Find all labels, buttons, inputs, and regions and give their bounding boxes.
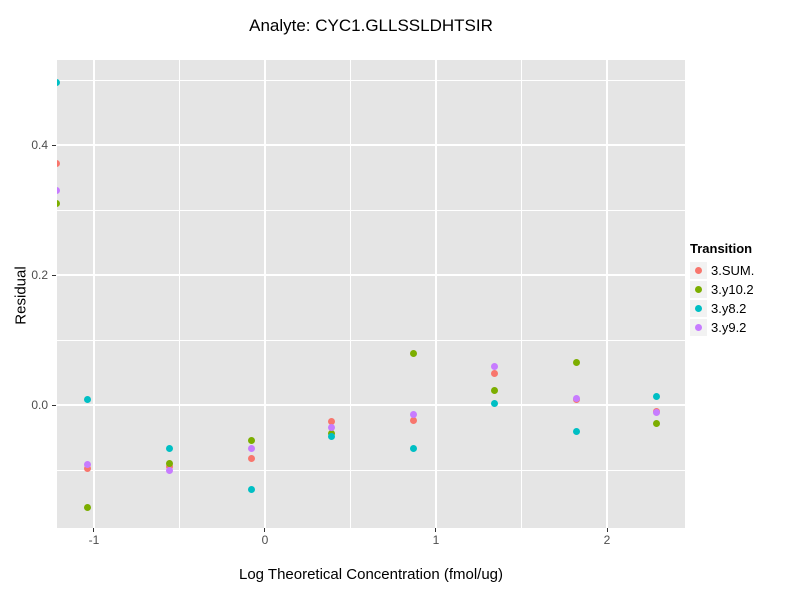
y-minor-gridline xyxy=(57,79,685,81)
data-point xyxy=(57,159,60,167)
data-point xyxy=(490,369,498,377)
data-point xyxy=(165,444,173,452)
data-point xyxy=(247,444,255,452)
data-point xyxy=(328,423,336,431)
data-point xyxy=(653,392,661,400)
data-point xyxy=(410,444,418,452)
legend-key-dot xyxy=(695,305,702,312)
x-axis-tick xyxy=(264,528,266,532)
y-minor-gridline xyxy=(57,469,685,471)
data-point xyxy=(247,436,255,444)
legend-items: 3.SUM. 3.y10.2 3.y8.2 3.y9.2 xyxy=(690,261,754,337)
data-point xyxy=(572,358,580,366)
legend: Transition 3.SUM. 3.y10.2 3.y8.2 3.y9.2 xyxy=(690,241,754,337)
y-tick-label: 0.0 xyxy=(31,398,48,413)
legend-key xyxy=(690,281,707,298)
data-point xyxy=(410,416,418,424)
y-minor-gridline xyxy=(57,339,685,341)
legend-key-dot xyxy=(695,324,702,331)
legend-key-dot xyxy=(695,286,702,293)
legend-item: 3.y10.2 xyxy=(690,280,754,299)
x-tick-label: -1 xyxy=(88,533,100,547)
plot-title: Analyte: CYC1.GLLSSLDHTSIR xyxy=(249,16,493,35)
y-major-gridline xyxy=(57,404,685,407)
legend-item: 3.y8.2 xyxy=(690,299,754,318)
plot-panel xyxy=(57,60,685,528)
data-point xyxy=(57,186,60,194)
x-axis-tick xyxy=(435,528,437,532)
data-point xyxy=(572,394,580,402)
x-axis-tick xyxy=(606,528,608,532)
x-minor-gridline xyxy=(521,60,522,528)
x-major-gridline xyxy=(434,60,437,528)
y-axis-tick xyxy=(52,274,56,276)
legend-item-label: 3.y10.2 xyxy=(711,282,754,297)
y-tick-label: 0.2 xyxy=(31,268,48,283)
data-point xyxy=(490,400,498,408)
x-major-gridline xyxy=(606,60,608,528)
data-point xyxy=(165,466,173,474)
y-minor-gridline xyxy=(57,209,685,211)
y-major-gridline xyxy=(57,144,685,147)
x-tick-label: 0 xyxy=(261,533,269,547)
legend-item-label: 3.y8.2 xyxy=(711,301,747,316)
x-axis-tick xyxy=(93,528,95,532)
x-minor-gridline xyxy=(349,60,351,528)
data-point xyxy=(83,503,91,511)
legend-item: 3.SUM. xyxy=(690,261,754,280)
x-minor-gridline xyxy=(178,60,180,528)
data-point xyxy=(490,386,498,394)
data-point xyxy=(83,461,91,469)
data-point xyxy=(572,427,580,435)
data-point xyxy=(57,78,60,86)
y-tick-label: 0.4 xyxy=(31,138,48,153)
data-point xyxy=(653,419,661,427)
legend-item-label: 3.y9.2 xyxy=(711,320,747,335)
data-point xyxy=(83,395,91,403)
data-point xyxy=(83,464,91,472)
data-point xyxy=(328,417,336,425)
y-axis-tick xyxy=(52,144,56,146)
data-point xyxy=(247,485,255,493)
x-axis-label: Log Theoretical Concentration (fmol/ug) xyxy=(238,566,504,583)
x-tick-label: 1 xyxy=(432,533,440,547)
legend-key xyxy=(690,300,707,317)
x-major-gridline xyxy=(263,60,266,528)
x-tick-label: 2 xyxy=(603,533,611,547)
legend-key xyxy=(690,319,707,336)
data-point xyxy=(247,454,255,462)
data-point xyxy=(410,349,418,357)
y-axis-tick xyxy=(52,404,56,406)
data-point xyxy=(653,409,661,417)
legend-title: Transition xyxy=(690,241,753,256)
data-point xyxy=(490,362,498,370)
x-major-gridline xyxy=(92,60,95,528)
legend-key xyxy=(690,262,707,279)
y-major-gridline xyxy=(57,274,685,277)
data-point xyxy=(410,411,418,419)
legend-item: 3.y9.2 xyxy=(690,318,754,337)
data-point xyxy=(165,459,173,467)
data-point xyxy=(328,432,336,440)
legend-item-label: 3.SUM. xyxy=(711,263,755,278)
legend-key-dot xyxy=(695,267,702,274)
data-point xyxy=(57,199,60,207)
